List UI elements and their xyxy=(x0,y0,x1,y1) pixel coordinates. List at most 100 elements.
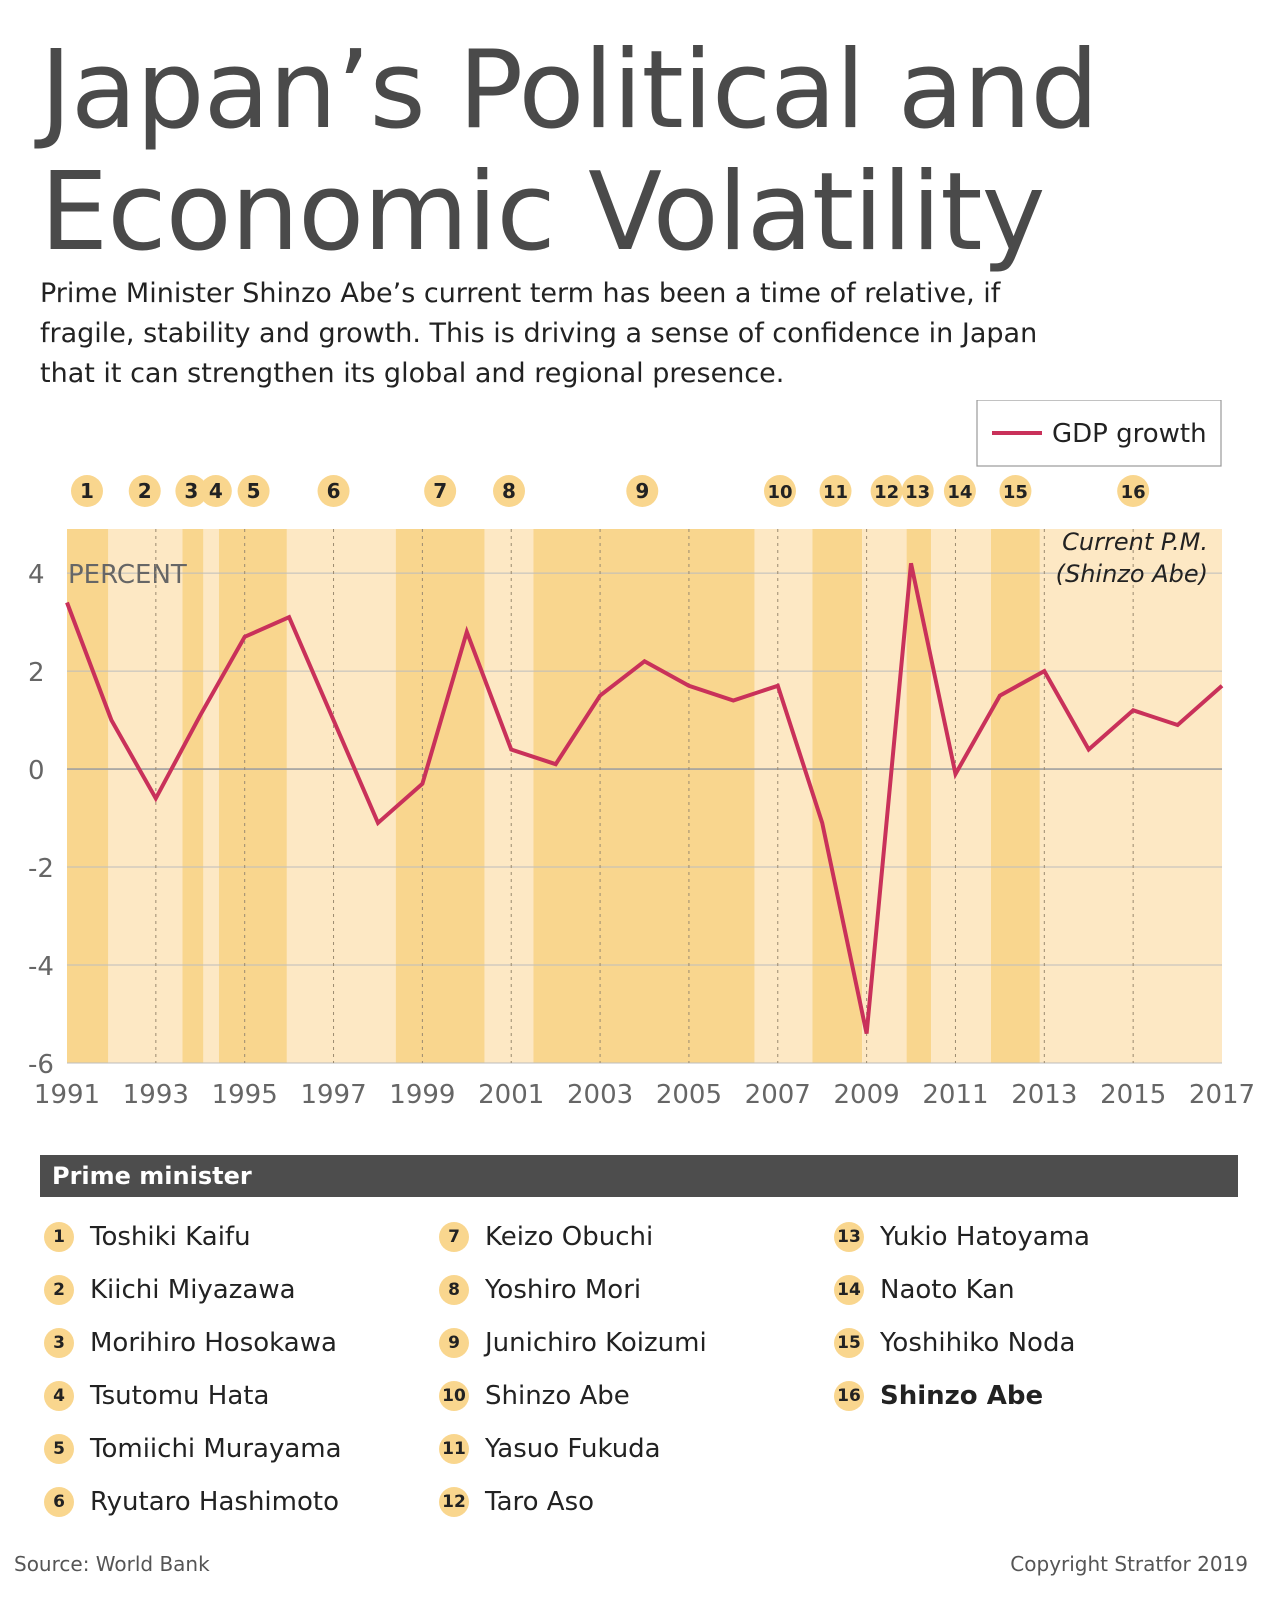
pm-badge-label: 7 xyxy=(433,479,447,503)
pm-name: Toshiki Kaifu xyxy=(90,1221,251,1252)
x-tick-label: 2005 xyxy=(656,1080,722,1110)
y-tick-label: 4 xyxy=(28,560,45,590)
prime-minister-list: 1 Toshiki Kaifu 2 Kiichi Miyazawa 3 Morihiro … xyxy=(44,1210,1244,1530)
pm-number-badge: 5 xyxy=(44,1433,74,1464)
pm-term-band-12 xyxy=(862,529,907,1063)
x-tick-label: 2001 xyxy=(478,1080,544,1110)
x-tick-label: 1997 xyxy=(300,1080,366,1110)
pm-number-badge: 4 xyxy=(44,1380,74,1411)
pm-term-band-5 xyxy=(218,529,287,1063)
pm-term-band-2 xyxy=(108,529,183,1063)
pm-badge-label: 1 xyxy=(80,479,94,503)
pm-badge-label: 15 xyxy=(1003,482,1028,503)
pm-list-item: 9 Junichiro Koizumi xyxy=(439,1316,819,1369)
x-tick-label: 2007 xyxy=(745,1080,811,1110)
pm-badge-label: 13 xyxy=(905,482,930,503)
prime-minister-heading: Prime minister xyxy=(40,1155,1238,1197)
pm-badge-label: 2 xyxy=(138,479,152,503)
pm-badge-label: 5 xyxy=(247,479,261,503)
pm-column: 7 Keizo Obuchi 8 Yoshiro Mori 9 Junichiro Koi… xyxy=(439,1210,819,1528)
pm-term-band-13 xyxy=(906,529,932,1063)
pm-number-badge: 7 xyxy=(439,1221,469,1252)
x-tick-label: 1999 xyxy=(389,1080,455,1110)
y-tick-label: -4 xyxy=(28,952,54,982)
pm-list-item: 10 Shinzo Abe xyxy=(439,1369,819,1422)
pm-badge-label: 4 xyxy=(209,479,223,503)
pm-number-badge: 13 xyxy=(834,1221,864,1252)
pm-name: Morihiro Hosokawa xyxy=(90,1327,337,1358)
pm-name: Ryutaro Hashimoto xyxy=(90,1486,339,1517)
x-tick-label: 2015 xyxy=(1100,1080,1166,1110)
x-tick-label: 1991 xyxy=(34,1080,100,1110)
pm-badge-13 xyxy=(901,475,934,507)
pm-term-band-4 xyxy=(203,529,219,1063)
pm-name: Taro Aso xyxy=(485,1486,595,1517)
pm-column: 1 Toshiki Kaifu 2 Kiichi Miyazawa 3 Morihiro … xyxy=(44,1210,424,1528)
gdp-growth-chart: 4 2 0 -2 -4 -6 PERCENT 1991 1993 1995 1997 1999 2001… xyxy=(28,400,1255,1110)
pm-term-band-8 xyxy=(484,529,534,1063)
x-tick-label: 1993 xyxy=(123,1080,189,1110)
pm-name: Naoto Kan xyxy=(880,1274,1015,1305)
current-pm-annotation-line2: (Shinzo Abe) xyxy=(1056,560,1208,588)
pm-badge-11 xyxy=(819,475,852,507)
pm-number-badge: 16 xyxy=(834,1380,864,1411)
current-pm-annotation-line1: Current P.M. xyxy=(1062,528,1208,556)
pm-number-badge: 8 xyxy=(439,1274,469,1305)
pm-number-badge: 6 xyxy=(44,1486,74,1517)
pm-badge-label: 8 xyxy=(502,479,516,503)
pm-name: Yukio Hatoyama xyxy=(880,1221,1090,1252)
pm-badge-8 xyxy=(493,475,526,507)
pm-badge-label: 16 xyxy=(1121,482,1146,503)
pm-number-badge: 9 xyxy=(439,1327,469,1358)
x-tick-label: 1995 xyxy=(212,1080,278,1110)
pm-name: Kiichi Miyazawa xyxy=(90,1274,296,1305)
x-tick-label: 2003 xyxy=(567,1080,633,1110)
x-tick-label: 2009 xyxy=(834,1080,900,1110)
pm-badge-2 xyxy=(128,475,161,507)
pm-number-badge: 15 xyxy=(834,1327,864,1358)
pm-list-item: 2 Kiichi Miyazawa xyxy=(44,1263,424,1316)
pm-list-item: 16 Shinzo Abe xyxy=(834,1369,1214,1422)
pm-list-item: 6 Ryutaro Hashimoto xyxy=(44,1475,424,1528)
pm-term-band-1 xyxy=(67,529,109,1063)
pm-badge-label: 3 xyxy=(184,479,198,503)
subtitle: Prime Minister Shinzo Abe’s current term… xyxy=(40,278,1038,389)
pm-badge-9 xyxy=(626,475,659,507)
pm-number-badge: 11 xyxy=(439,1433,469,1464)
pm-list-item: 1 Toshiki Kaifu xyxy=(44,1210,424,1263)
pm-term-band-14 xyxy=(931,529,991,1063)
pm-badge-7 xyxy=(424,475,457,507)
x-tick-label: 2017 xyxy=(1189,1080,1255,1110)
pm-name: Junichiro Koizumi xyxy=(485,1327,707,1358)
pm-badge-6 xyxy=(317,475,350,507)
pm-name: Shinzo Abe xyxy=(485,1380,630,1411)
page-title: Japan’s Political and Economic Volatilit… xyxy=(40,28,1099,275)
pm-badge-14 xyxy=(943,475,976,507)
pm-badge-label: 14 xyxy=(947,482,972,503)
pm-badge-label: 9 xyxy=(635,479,649,503)
pm-list-item: 14 Naoto Kan xyxy=(834,1263,1214,1316)
pm-term-band-3 xyxy=(182,529,204,1063)
pm-list-item: 11 Yasuo Fukuda xyxy=(439,1422,819,1475)
pm-name: Tsutomu Hata xyxy=(90,1380,270,1411)
y-axis-label: PERCENT xyxy=(68,560,187,590)
pm-list-item: 3 Morihiro Hosokawa xyxy=(44,1316,424,1369)
pm-badge-5 xyxy=(237,475,270,507)
y-tick-label: -6 xyxy=(28,1050,54,1080)
pm-name: Yoshiro Mori xyxy=(485,1274,642,1305)
pm-name: Keizo Obuchi xyxy=(485,1221,654,1252)
pm-number-badge: 2 xyxy=(44,1274,74,1305)
pm-badge-16 xyxy=(1117,475,1150,507)
pm-badge-label: 10 xyxy=(767,482,792,503)
legend-label: GDP growth xyxy=(1052,419,1207,449)
pm-list-item: 7 Keizo Obuchi xyxy=(439,1210,819,1263)
pm-name: Tomiichi Murayama xyxy=(90,1433,342,1464)
pm-list-item: 5 Tomiichi Murayama xyxy=(44,1422,424,1475)
y-tick-label: 0 xyxy=(28,756,45,786)
pm-name: Shinzo Abe xyxy=(880,1380,1044,1411)
pm-list-item: 12 Taro Aso xyxy=(439,1475,819,1528)
pm-term-band-9 xyxy=(533,529,755,1063)
pm-list-item: 13 Yukio Hatoyama xyxy=(834,1210,1214,1263)
x-tick-label: 2011 xyxy=(922,1080,988,1110)
pm-name: Yasuo Fukuda xyxy=(485,1433,661,1464)
